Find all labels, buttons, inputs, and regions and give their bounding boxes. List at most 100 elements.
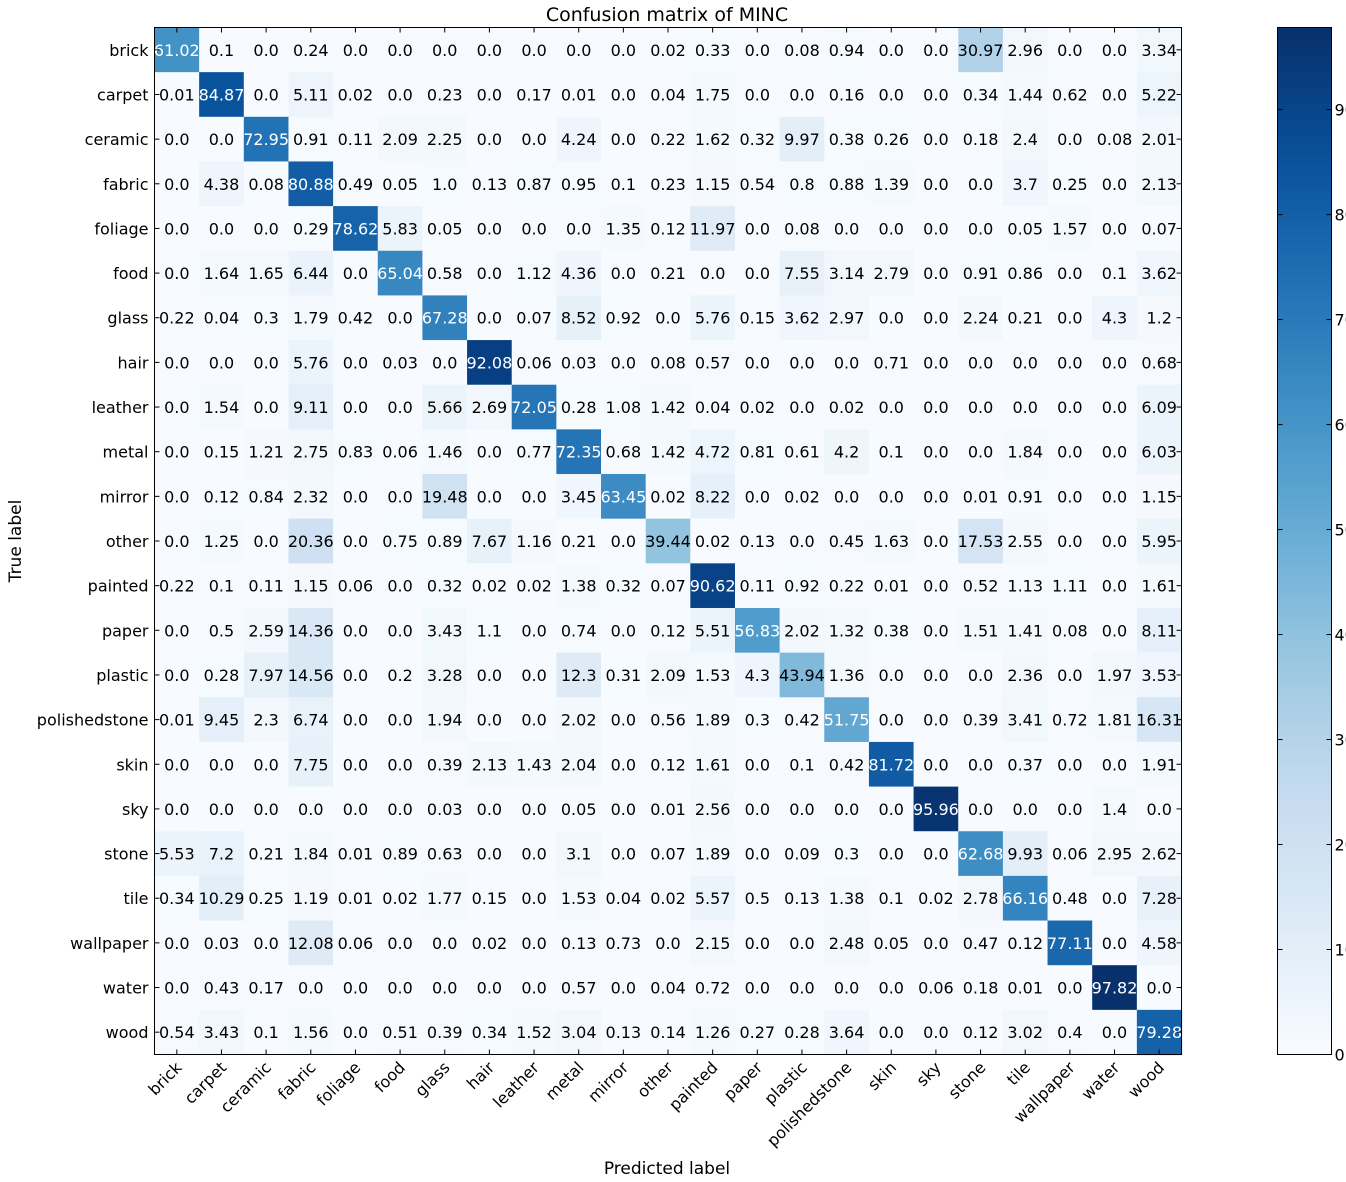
heatmap-cell [243,607,290,654]
cell-value-label: 0.01 [963,487,999,506]
heatmap-cell [601,607,647,654]
heatmap-cell [422,295,468,341]
cell-value-label: 0.0 [521,934,546,953]
heatmap-cell [1002,295,1049,341]
y-tick-label: tile [123,889,148,908]
colorbar-tick-label: 80 [1335,206,1346,225]
cell-value-label: 65.04 [377,264,423,283]
heatmap-cell [1092,340,1138,386]
heatmap-cell [1136,116,1183,163]
cell-value-label: 0.91 [963,264,999,283]
heatmap-cell [1047,206,1093,252]
heatmap-cell [288,741,334,788]
cell-value-label: 0.71 [873,353,909,372]
cell-value-label: 2.55 [1007,532,1043,551]
heatmap-cell [601,697,647,743]
heatmap-cell [690,161,736,207]
heatmap-cell [556,250,602,297]
heatmap-cell [333,429,379,475]
cell-value-label: 0.22 [159,577,195,596]
cell-value-label: 0.0 [209,755,234,774]
cell-value-label: 0.87 [516,175,552,194]
heatmap-cell [377,295,424,341]
heatmap-cell [154,72,200,118]
heatmap-cell [779,429,825,475]
cell-value-label: 0.0 [521,711,546,730]
cell-value-label: 0.34 [159,889,195,908]
cell-value-label: 0.0 [432,934,457,953]
heatmap-cell [1092,384,1138,430]
heatmap-cell [467,161,513,207]
cell-value-label: 0.32 [739,130,775,149]
cell-value-label: 0.24 [293,41,329,60]
cell-value-label: 0.0 [1102,755,1127,774]
heatmap-cell [958,250,1004,297]
cell-value-label: 95.96 [913,800,959,819]
heatmap-cell [1002,340,1049,386]
heatmap-cell [511,340,557,386]
cell-value-label: 0.0 [477,264,502,283]
heatmap-cell [1002,250,1049,297]
heatmap-cell [734,206,781,252]
cell-value-label: 0.0 [1102,353,1127,372]
cell-value-label: 0.0 [432,41,457,60]
cell-value-label: 1.91 [1141,755,1177,774]
heatmap-cell [154,875,200,922]
heatmap-cell [333,831,379,877]
heatmap-cell [1002,1009,1049,1056]
heatmap-cell [199,384,245,430]
heatmap-cell [333,697,379,743]
cell-value-label: 5.83 [382,219,418,238]
heatmap-cell [333,161,379,207]
cell-value-label: 8.11 [1141,621,1177,640]
heatmap-cell [1047,607,1093,654]
cell-value-label: 0.0 [879,41,904,60]
heatmap-cell [199,116,245,163]
heatmap-cell [1002,875,1049,922]
heatmap-cell [243,340,290,386]
cell-value-label: 79.28 [1136,1023,1182,1042]
cell-value-label: 0.12 [963,1023,999,1042]
cell-value-label: 0.28 [204,666,240,685]
heatmap-cell [958,741,1004,788]
heatmap-cell [511,741,557,788]
x-tick-label: metal [542,1058,588,1104]
cell-value-label: 0.07 [516,309,552,328]
heatmap-cell [868,741,915,788]
heatmap-cell [377,250,424,297]
heatmap-cell [824,786,870,832]
heatmap-cell [288,384,334,430]
cell-value-label: 0.02 [338,85,374,104]
cell-value-label: 1.54 [204,398,240,417]
cell-value-label: 0.77 [516,443,552,462]
heatmap-cell [333,384,379,430]
heatmap-cell [1092,27,1138,73]
cell-value-label: 0.0 [1057,398,1082,417]
cell-value-label: 0.12 [1007,934,1043,953]
cell-value-label: 0.0 [923,264,948,283]
cell-value-label: 0.47 [963,934,999,953]
cell-value-label: 0.1 [1102,264,1127,283]
cell-value-label: 7.28 [1141,889,1177,908]
cell-value-label: 1.61 [695,755,731,774]
heatmap-cell [734,607,781,654]
heatmap-cell [511,474,557,520]
heatmap-cell [824,340,870,386]
heatmap-cell [154,161,200,207]
cell-value-label: 0.05 [561,800,597,819]
heatmap-cell [243,206,290,252]
cell-value-label: 0.07 [650,845,686,864]
cell-value-label: 1.11 [1052,577,1088,596]
heatmap-cell [467,206,513,252]
cell-value-label: 1.46 [427,443,463,462]
cell-value-label: 0.0 [1057,755,1082,774]
y-tick-label: fabric [103,175,148,194]
heatmap-cell [1047,384,1093,430]
heatmap-cell [243,965,290,1011]
cell-value-label: 0.0 [923,487,948,506]
heatmap-cell [868,1009,915,1056]
heatmap-cell [1092,206,1138,252]
cell-value-label: 0.1 [253,1023,278,1042]
cell-value-label: 0.89 [382,845,418,864]
heatmap-cell [556,206,602,252]
